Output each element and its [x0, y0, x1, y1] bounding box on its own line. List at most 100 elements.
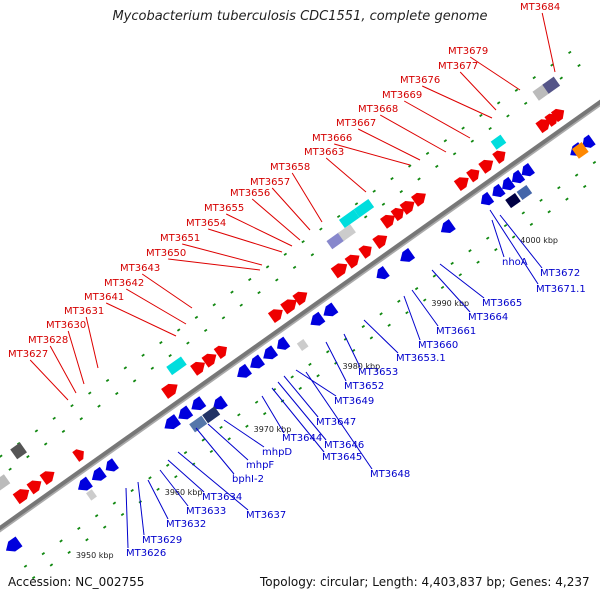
tick-mark	[257, 290, 261, 295]
forward-gene	[72, 449, 84, 462]
tick-mark	[221, 316, 226, 320]
tick-mark	[574, 173, 579, 177]
gene-label-reverse: MT3646	[324, 440, 364, 451]
tick-mark	[88, 391, 92, 395]
gene-label-reverse: MT3632	[166, 519, 206, 530]
gene-label-forward: MT3641	[84, 292, 124, 303]
tick-mark	[70, 404, 74, 408]
gene-label-reverse: bphI-2	[232, 474, 264, 485]
gene-label-forward: MT3658	[270, 162, 310, 173]
callout-line	[67, 330, 85, 385]
gene-label-reverse: MT3649	[334, 396, 374, 407]
tick-mark	[301, 240, 305, 244]
tick-mark	[212, 303, 216, 307]
scale-label: 4000 kbp	[520, 236, 558, 245]
tick-mark	[52, 416, 56, 420]
gene-label-reverse: MT3645	[322, 452, 362, 463]
callout-line	[283, 375, 319, 418]
forward-gene	[492, 150, 506, 164]
callout-line	[334, 143, 411, 166]
forward-gene	[478, 159, 494, 174]
callout-line	[271, 387, 325, 453]
gene-label-reverse: MT3664	[468, 312, 508, 323]
tick-mark	[168, 354, 172, 358]
tick-mark	[422, 298, 427, 302]
tick-mark	[298, 386, 303, 390]
gene-label-forward: MT3651	[160, 233, 200, 244]
callout-line	[271, 187, 311, 231]
callout-line	[431, 269, 471, 313]
tick-mark	[379, 312, 383, 316]
tick-mark	[494, 247, 498, 252]
reverse-gene	[91, 466, 107, 481]
callout-line	[357, 128, 421, 161]
tick-mark	[532, 76, 536, 80]
callout-line	[469, 56, 521, 91]
reverse-gene	[164, 414, 181, 430]
gene-label-reverse: MT3671.1	[536, 284, 586, 295]
gene-label-reverse: MT3634	[202, 492, 242, 503]
callout-line	[223, 419, 265, 448]
feature-box	[337, 224, 356, 242]
tick-mark	[265, 265, 270, 269]
forward-gene	[161, 383, 178, 399]
tick-mark	[61, 429, 66, 433]
callout-line	[29, 359, 69, 401]
scale-label: 3980 kbp	[343, 362, 381, 371]
reverse-gene	[310, 311, 326, 326]
tick-mark	[496, 101, 501, 105]
forward-gene	[26, 480, 42, 495]
forward-gene	[466, 169, 480, 183]
tick-mark	[592, 160, 597, 165]
tick-mark	[506, 114, 510, 118]
feature-box	[516, 184, 533, 201]
tick-mark	[408, 164, 412, 168]
callout-line	[379, 114, 447, 153]
reverse-gene	[323, 302, 339, 317]
callout-line	[261, 395, 285, 434]
reverse-gene	[480, 191, 495, 206]
forward-gene	[190, 361, 206, 376]
feature-box	[189, 415, 208, 433]
tick-mark	[476, 260, 480, 264]
reverse-gene	[440, 219, 456, 233]
tick-mark	[77, 526, 81, 530]
tick-mark	[97, 404, 101, 408]
tick-mark	[443, 139, 448, 143]
feature-box	[166, 356, 187, 376]
reverse-gene	[400, 248, 416, 262]
callout-line	[403, 100, 471, 139]
feature-box	[202, 406, 221, 424]
tick-mark	[67, 550, 71, 554]
reverse-gene	[212, 395, 228, 410]
tick-mark	[34, 429, 39, 433]
gene-label-forward: MT3656	[230, 188, 270, 199]
tick-mark	[94, 514, 99, 518]
scale-label: 3950 kbp	[76, 551, 114, 560]
tick-mark	[237, 413, 241, 417]
callout-line	[411, 289, 439, 327]
feature-box	[10, 442, 27, 460]
feature-box	[86, 489, 97, 501]
tick-mark	[539, 198, 543, 202]
tick-mark	[310, 253, 315, 257]
gene-label-forward: MT3684	[520, 2, 560, 13]
scale-label: 3990 kbp	[431, 299, 469, 308]
callout-line	[167, 459, 205, 493]
genome-summary-text: Topology: circular; Length: 4,403,837 bp…	[260, 575, 590, 589]
tick-mark	[557, 186, 561, 190]
gene-label-forward: MT3679	[448, 46, 488, 57]
tick-mark	[156, 487, 160, 491]
gene-label-reverse: MT3633	[186, 506, 226, 517]
gene-label-forward: MT3650	[146, 248, 186, 259]
gene-label-reverse: MT3660	[418, 340, 458, 351]
reverse-gene	[521, 163, 535, 177]
gene-label-forward: MT3666	[312, 133, 352, 144]
tick-mark	[390, 176, 394, 181]
tick-mark	[219, 425, 223, 430]
forward-gene	[39, 471, 55, 486]
tick-mark	[150, 366, 155, 370]
callout-line	[277, 381, 327, 441]
callout-line	[168, 258, 261, 271]
